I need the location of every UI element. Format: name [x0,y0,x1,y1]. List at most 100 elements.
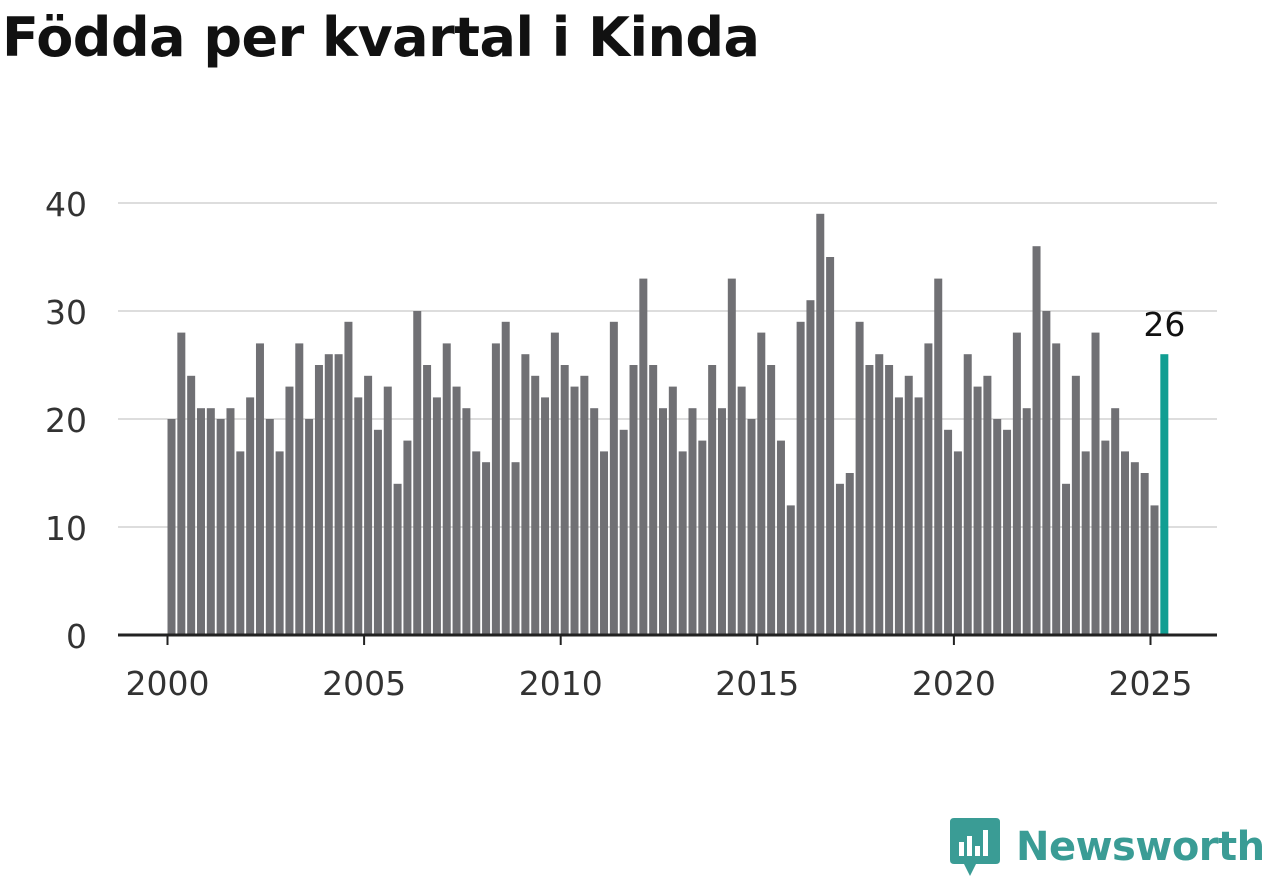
bar [796,321,805,635]
highlight-value-label: 26 [1143,305,1185,344]
bar [334,354,343,635]
bar [1121,451,1130,635]
bar [924,343,933,635]
bar [187,375,196,635]
bar [462,408,471,635]
bar [550,332,559,635]
bar [865,365,874,635]
bar [875,354,884,635]
bar [295,343,304,635]
bar [816,213,825,636]
bar [432,397,441,635]
y-tick-label: 40 [45,185,87,224]
bar [196,408,205,635]
bar [1140,473,1149,635]
x-tick-label: 2000 [126,664,210,703]
bar [835,483,844,635]
bar [1032,246,1041,635]
bar [255,343,264,635]
y-tick-label: 30 [45,293,87,332]
bar [609,321,618,635]
bar [855,321,864,635]
bar [894,397,903,635]
bar [216,419,225,635]
bar [757,332,766,635]
chart-title: Födda per kvartal i Kinda [2,6,760,69]
bar [285,386,294,635]
bar [629,365,638,635]
bar [619,429,628,635]
x-tick-label: 2010 [519,664,603,703]
bar [314,365,323,635]
y-tick-label: 0 [66,617,87,656]
bar [1062,483,1071,635]
brand: Newsworthy [948,816,1262,878]
bar [570,386,579,635]
x-tick-label: 2015 [715,664,799,703]
bar [344,321,353,635]
bar [393,483,402,635]
bar [737,386,746,635]
bar [472,451,481,635]
bar [501,321,510,635]
bar [639,278,648,635]
bar [786,505,795,635]
bar [236,451,245,635]
bar [698,440,707,635]
bar [275,451,284,635]
bar [305,419,314,635]
bar [708,365,717,635]
bar [413,311,422,635]
bar [845,473,854,635]
bar [727,278,736,635]
bar [265,419,274,635]
bar [1071,375,1080,635]
bars [167,213,1169,636]
bar [511,462,520,635]
bar [973,386,982,635]
bar [324,354,333,635]
bar [590,408,599,635]
bar [649,365,658,635]
bar [747,419,756,635]
bar [1042,311,1051,635]
bar [944,429,953,635]
axes: 0 10 20 30 40 26 2000 2005 2010 2015 2020 2025 [45,185,1217,703]
bar [403,440,412,635]
bar [246,397,255,635]
bar [659,408,667,635]
bar [806,300,815,635]
bar [678,451,687,635]
bar [963,354,972,635]
bar [491,343,500,635]
bar [364,375,373,635]
bar [177,332,186,635]
bar [442,343,451,635]
bar [914,397,923,635]
bar [482,462,491,635]
bar [206,408,215,635]
bar [993,419,1002,635]
bar-highlight [1160,354,1169,635]
bar [767,365,776,635]
bar [541,397,550,635]
x-tick-label: 2020 [912,664,996,703]
x-tick-label: 2025 [1109,664,1193,703]
bar [1101,440,1110,635]
bar [580,375,589,635]
bar [521,354,530,635]
bar [1003,429,1012,635]
bar [983,375,992,635]
bar [776,440,785,635]
bar [226,408,235,635]
bar [953,451,962,635]
x-tick-label: 2005 [322,664,406,703]
bar [531,375,540,635]
bar [373,429,382,635]
bar [167,419,176,635]
bar [1012,332,1021,635]
bar [1111,408,1120,635]
brand-name: Newsworthy [1016,824,1262,870]
newsworthy-logo-icon [950,818,1000,876]
